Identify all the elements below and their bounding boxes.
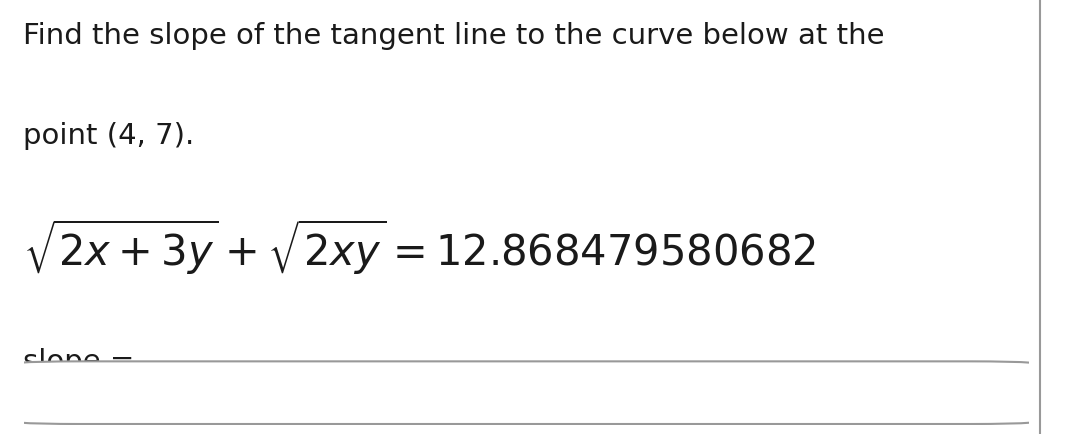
Text: $\sqrt{2x + 3y} + \sqrt{2xy} = 12.868479580682$: $\sqrt{2x + 3y} + \sqrt{2xy} = 12.868479…	[23, 217, 815, 276]
Text: slope =: slope =	[23, 347, 134, 375]
Text: Find the slope of the tangent line to the curve below at the: Find the slope of the tangent line to th…	[23, 22, 885, 49]
FancyBboxPatch shape	[0, 362, 1052, 424]
Text: point (4, 7).: point (4, 7).	[23, 122, 194, 149]
